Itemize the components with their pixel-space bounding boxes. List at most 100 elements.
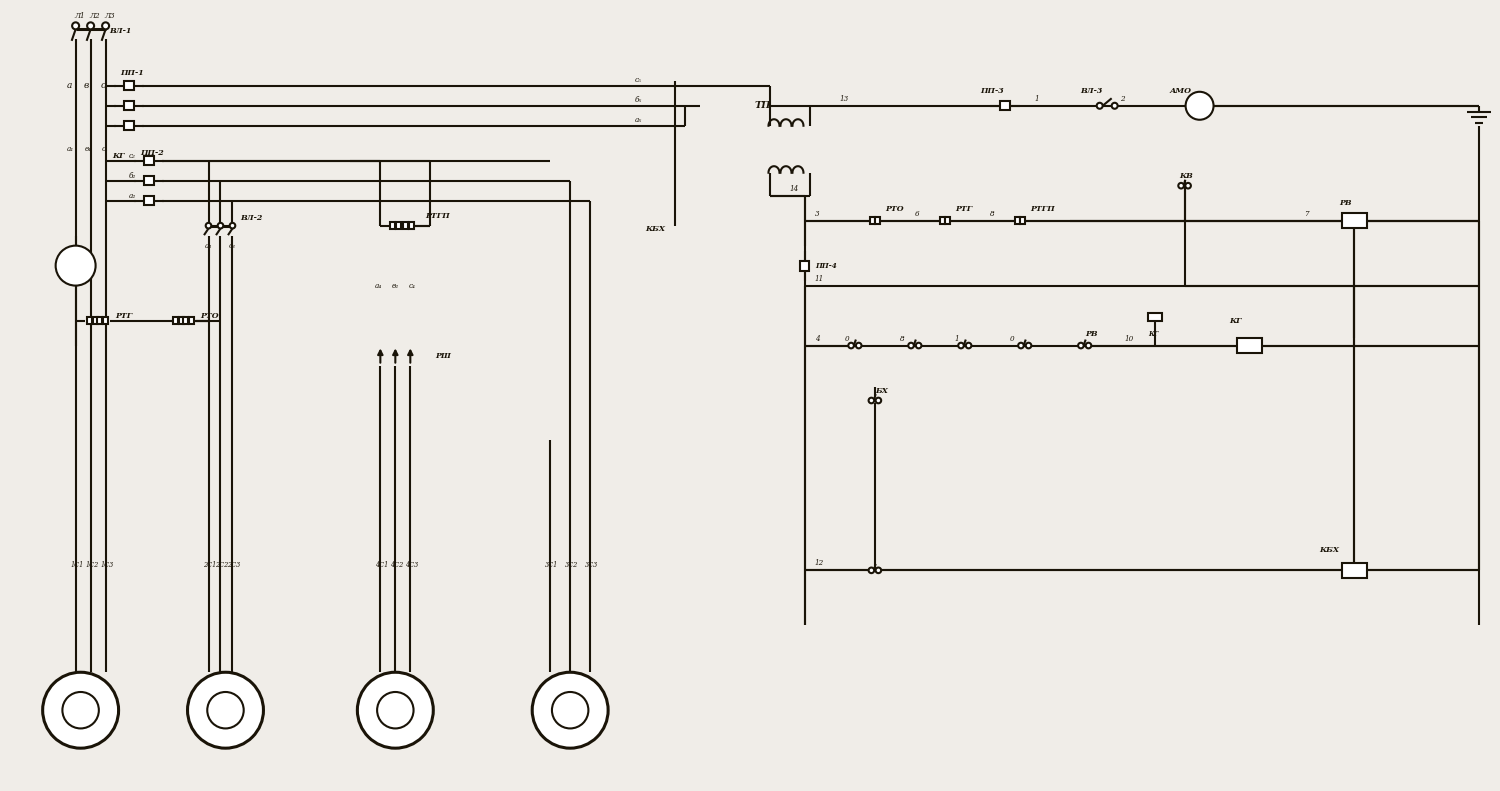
Text: а₅: а₅ [634, 115, 642, 123]
Circle shape [909, 343, 914, 348]
Text: 4С2: 4С2 [390, 562, 404, 570]
Circle shape [42, 672, 118, 748]
Circle shape [1019, 343, 1023, 348]
Bar [404, 222, 408, 229]
Text: с: с [100, 81, 105, 90]
Text: 1С1: 1С1 [70, 562, 84, 570]
Circle shape [958, 343, 964, 348]
Text: с₅: с₅ [634, 76, 642, 84]
Circle shape [63, 692, 99, 729]
Circle shape [1026, 343, 1032, 348]
Circle shape [376, 692, 414, 729]
Text: Л3: Л3 [104, 12, 114, 20]
Text: а₂: а₂ [129, 191, 136, 199]
Text: РТО: РТО [201, 312, 219, 320]
Bar [183, 317, 189, 324]
Text: 4С1: 4С1 [375, 562, 388, 570]
Text: ПП-2: ПП-2 [141, 149, 165, 157]
Circle shape [87, 22, 94, 29]
Text: РШ: РШ [435, 351, 451, 360]
Text: 1С2: 1С2 [86, 562, 99, 570]
Circle shape [1078, 343, 1083, 348]
Circle shape [102, 22, 110, 29]
Text: КВ: КВ [1179, 172, 1194, 180]
Circle shape [56, 246, 96, 286]
Text: РТГП: РТГП [1029, 205, 1054, 213]
Bar [144, 196, 153, 205]
Text: 2С3: 2С3 [228, 562, 240, 570]
Circle shape [230, 223, 236, 229]
Text: РТГ: РТГ [116, 312, 134, 320]
Text: ПП-1: ПП-1 [120, 69, 144, 77]
Text: 0: 0 [1010, 335, 1014, 343]
Circle shape [1185, 183, 1191, 188]
Text: с₃: с₃ [228, 241, 236, 250]
Circle shape [357, 672, 434, 748]
Text: 2С2: 2С2 [216, 562, 228, 570]
Text: 0: 0 [844, 335, 849, 343]
Text: а: а [66, 81, 72, 90]
Text: 1: 1 [956, 335, 960, 343]
Circle shape [72, 22, 80, 29]
Text: 2: 2 [1119, 95, 1125, 103]
Text: 14: 14 [790, 184, 800, 193]
Text: 8: 8 [900, 335, 904, 343]
Bar [1020, 217, 1025, 225]
Bar [390, 222, 394, 229]
Bar [408, 222, 414, 229]
Text: 11: 11 [815, 274, 824, 282]
Bar [1342, 213, 1366, 228]
Bar [123, 81, 134, 90]
Text: КГ: КГ [1230, 316, 1242, 324]
Text: в: в [84, 81, 88, 90]
Circle shape [876, 567, 880, 573]
Text: 1: 1 [1035, 95, 1040, 103]
Text: ДГ: ДГ [74, 706, 88, 715]
Bar [945, 217, 950, 225]
Text: КГ: КГ [1149, 330, 1160, 338]
Text: 12: 12 [815, 559, 824, 567]
Circle shape [532, 672, 608, 748]
Text: ВЛ-3: ВЛ-3 [1080, 87, 1102, 95]
Text: 4: 4 [815, 335, 819, 343]
Circle shape [868, 567, 874, 573]
Text: а₃: а₃ [204, 241, 212, 250]
Text: а₄: а₄ [375, 282, 381, 290]
Bar [1148, 312, 1161, 320]
Text: 2С1: 2С1 [204, 562, 218, 570]
Text: 8: 8 [990, 210, 994, 218]
Bar [1342, 563, 1366, 578]
Circle shape [552, 692, 588, 729]
Text: с₂: с₂ [129, 152, 135, 160]
Text: КБХ: КБХ [645, 225, 664, 233]
Bar [123, 121, 134, 131]
Text: б₅: б₅ [634, 96, 642, 104]
Bar [144, 176, 153, 185]
Text: ДО: ДО [217, 706, 234, 715]
Text: БХ: БХ [874, 387, 888, 395]
Text: РВ: РВ [1084, 330, 1096, 338]
Bar [144, 156, 153, 165]
Circle shape [868, 398, 874, 403]
Text: Л2: Л2 [88, 12, 99, 20]
Text: ПП-3: ПП-3 [980, 87, 1004, 95]
Text: РТГП: РТГП [426, 212, 450, 220]
Text: ДВ: ДВ [562, 706, 578, 715]
Text: ВЛ-1: ВЛ-1 [110, 27, 132, 35]
Circle shape [856, 343, 861, 348]
Text: РВ: РВ [1340, 199, 1352, 206]
Circle shape [876, 398, 880, 403]
Text: 3С1: 3С1 [544, 562, 558, 570]
Text: А: А [72, 260, 80, 271]
Bar [870, 217, 874, 225]
Circle shape [849, 343, 853, 348]
Bar [123, 101, 134, 110]
Text: КГ: КГ [112, 152, 125, 160]
Text: КБХ: КБХ [1320, 547, 1340, 554]
Circle shape [1112, 103, 1118, 109]
Bar [174, 317, 178, 324]
Bar [939, 217, 945, 225]
Bar [178, 317, 184, 324]
Bar [1000, 101, 1010, 110]
Text: 4С3: 4С3 [405, 562, 418, 570]
